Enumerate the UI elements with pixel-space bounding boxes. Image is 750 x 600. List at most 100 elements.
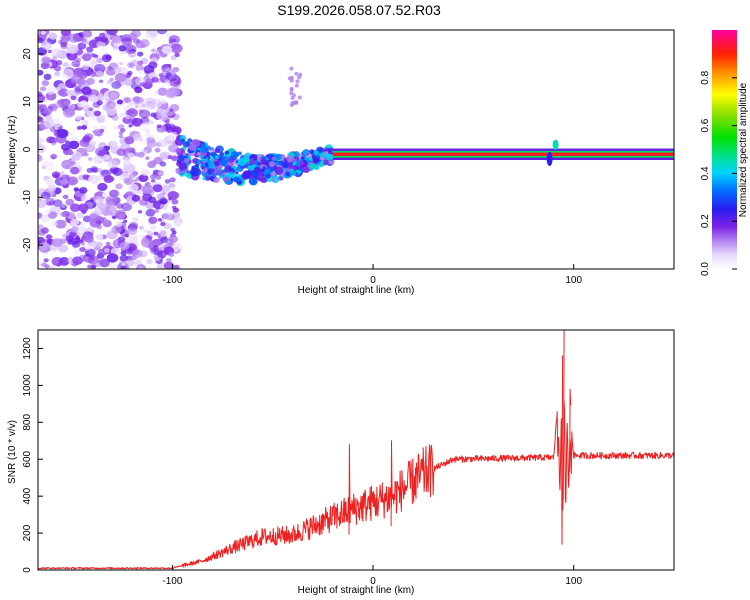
spectrogram-noise-blob [168,241,174,246]
spectrogram-noise-blob [95,241,103,248]
spectrogram-noise-blob [164,179,171,184]
spectrogram-noise-blob [105,197,113,203]
spectrogram-noise-blob [139,82,146,87]
spectrogram-noise-blob [145,208,156,217]
spectrogram-noise-blob [103,248,110,253]
spectrogram-noise-blob [122,96,132,104]
spectrogram-band-blob [274,153,282,160]
spectrogram-noise-blob [82,135,92,142]
spectrogram-noise-blob [105,67,117,76]
colorbar-tick-label: 0.4 [700,166,711,180]
spectrogram-noise-blob [147,196,157,204]
spectrogram-band-blob [215,155,219,159]
spectrogram-noise-blob [130,113,136,118]
spectrogram-noise-blob [102,104,111,111]
spectrogram-band-blob [295,167,299,170]
spectrogram-noise-blob [45,197,56,206]
spectrogram-noise-blob [80,196,87,202]
spectrogram-band-blob [291,170,297,176]
spectrogram-noise-blob [89,71,97,78]
snr-x-tick-label: -100 [162,576,182,587]
spectrogram-band-blob [274,166,284,175]
spectrogram-noise-blob [43,119,55,128]
spectrogram-noise-blob [48,32,58,40]
spectrogram-noise-blob [41,56,51,65]
spectrogram-noise-blob [94,262,101,268]
spectrogram-noise-blob [60,203,66,208]
spectrogram-noise-blob [47,184,57,192]
spectrogram-noise-blob [156,30,168,35]
spectrogram-noise-blob [89,140,97,147]
spectrogram-noise-blob [159,230,167,236]
colorbar: 0.0 0.2 0.4 0.6 0.8 Normalized spectral ampl… [700,30,749,276]
spectrogram-noise-blob [40,30,46,36]
spectrogram-noise-blob [106,30,118,36]
spectrogram-noise-blob [41,80,50,87]
spectrogram-carrier-core [332,152,674,156]
spectrogram-noise-blob [51,47,63,57]
spectrogram-noise-blob [168,191,180,200]
spectrogram-noise-blob [78,203,89,212]
snr-frame [37,329,675,571]
spectrogram-band-blob [191,165,195,169]
spectrogram-noise-blob [40,214,50,222]
spectrogram-band-blob [224,150,230,155]
colorbar-gradient [712,30,737,269]
spectrogram-y-axis: -20 -10 0 10 20 [22,48,43,252]
spectrogram-noise-blob [38,262,42,268]
snr-x-axis: -100 0 100 [162,565,582,587]
snr-series-line [38,330,674,570]
spectrogram-y-tick-label: -20 [22,237,33,252]
spectrogram-band-blob [298,167,303,172]
spectrogram-noise-blob [119,113,125,118]
spectrogram-noise-blob [100,36,109,43]
spectrogram-noise-blob [113,125,119,130]
spectrogram-x-tick-label: -100 [162,275,182,286]
spectrogram-noise-blob [70,218,80,226]
spectrogram-noise-blob [111,81,122,90]
spectrogram-band-blob [233,176,240,183]
spectrogram-noise-blob [86,46,94,53]
spectrogram-noise-blob [96,100,103,106]
spectrogram-noise-blob [40,191,51,200]
spectrogram-noise-blob [119,61,124,66]
spectrogram-noise-blob [144,132,152,138]
spectrogram-noise-blob [138,174,149,183]
spectrogram-noise-blob [111,225,122,234]
spectrogram-band-blob [200,146,208,153]
spectrogram-noise-blob [109,189,119,198]
spectrogram-noise-blob [62,194,69,200]
spectrogram-noise-blob [67,132,73,137]
snr-y-label: SNR (10 * v/v) [7,420,18,484]
spectrogram-noise-blob [132,235,138,240]
spectrogram-noise-blob [61,68,74,78]
spectrogram-noise-blob [111,35,122,44]
spectrogram-noise-blob [157,138,169,148]
spectrogram-noise-blob [62,108,75,118]
spectrogram-band-blob [204,159,209,163]
spectrogram-noise-blob [150,174,157,180]
spectrogram-band-blob [300,156,305,161]
spectrogram-band-blob [295,169,300,173]
spectrogram-noise-blob [73,249,81,256]
spectrogram-noise-blob [102,154,110,160]
snr-x-tick-label: 100 [565,576,582,587]
spectrogram-noise-blob [86,226,94,233]
colorbar-ticks: 0.0 0.2 0.4 0.6 0.8 [700,70,737,276]
spectrogram-noise-blob [76,125,83,130]
spectrogram-noise-blob [167,155,173,160]
spectrogram-noise-blob [76,212,84,219]
spectrogram-noise-blob [70,95,77,101]
spectrogram-band-blob [225,165,232,171]
spectrogram-noise-blob [46,86,56,95]
spectrogram-noise-blob [150,223,156,228]
spectrogram-noise-blob [160,236,169,244]
spectrogram-noise-blob [102,47,107,51]
spectrogram-noise-blob [81,125,88,130]
snr-panel: -100 0 100 0 200 400 600 800 1000 1200 Height of… [7,329,675,596]
figure-title: S199.2026.058.07.52.R03 [277,2,441,18]
spectrogram-band-blob [218,175,223,179]
spectrogram-noise-blob [71,60,81,68]
spectrogram-noise-blob [44,98,49,103]
spectrogram-noise-blob [162,185,171,192]
